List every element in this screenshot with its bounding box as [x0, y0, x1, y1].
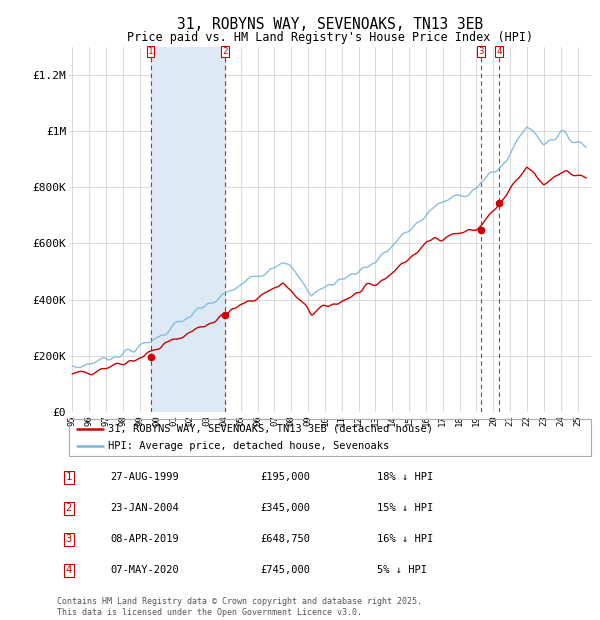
Text: 31, ROBYNS WAY, SEVENOAKS, TN13 3EB (detached house): 31, ROBYNS WAY, SEVENOAKS, TN13 3EB (det…: [108, 423, 433, 433]
Text: £745,000: £745,000: [260, 565, 310, 575]
Text: £345,000: £345,000: [260, 503, 310, 513]
Text: Contains HM Land Registry data © Crown copyright and database right 2025.
This d: Contains HM Land Registry data © Crown c…: [57, 598, 422, 617]
Text: 3: 3: [478, 47, 484, 56]
Text: 27-AUG-1999: 27-AUG-1999: [110, 472, 179, 482]
Text: 08-APR-2019: 08-APR-2019: [110, 534, 179, 544]
Text: 23-JAN-2004: 23-JAN-2004: [110, 503, 179, 513]
Text: 16% ↓ HPI: 16% ↓ HPI: [377, 534, 434, 544]
Text: 5% ↓ HPI: 5% ↓ HPI: [377, 565, 427, 575]
Text: 4: 4: [497, 47, 502, 56]
Bar: [151, 46, 225, 412]
Text: 3: 3: [65, 534, 72, 544]
Text: HPI: Average price, detached house, Sevenoaks: HPI: Average price, detached house, Seve…: [108, 441, 389, 451]
Text: 18% ↓ HPI: 18% ↓ HPI: [377, 472, 434, 482]
Text: Price paid vs. HM Land Registry's House Price Index (HPI): Price paid vs. HM Land Registry's House …: [127, 31, 533, 44]
Text: 31, ROBYNS WAY, SEVENOAKS, TN13 3EB: 31, ROBYNS WAY, SEVENOAKS, TN13 3EB: [177, 17, 483, 32]
Text: 4: 4: [65, 565, 72, 575]
Text: 1: 1: [148, 47, 154, 56]
Text: 07-MAY-2020: 07-MAY-2020: [110, 565, 179, 575]
Text: 2: 2: [223, 47, 228, 56]
Text: £648,750: £648,750: [260, 534, 310, 544]
Text: 15% ↓ HPI: 15% ↓ HPI: [377, 503, 434, 513]
Text: £195,000: £195,000: [260, 472, 310, 482]
Text: 2: 2: [65, 503, 72, 513]
Text: 1: 1: [65, 472, 72, 482]
